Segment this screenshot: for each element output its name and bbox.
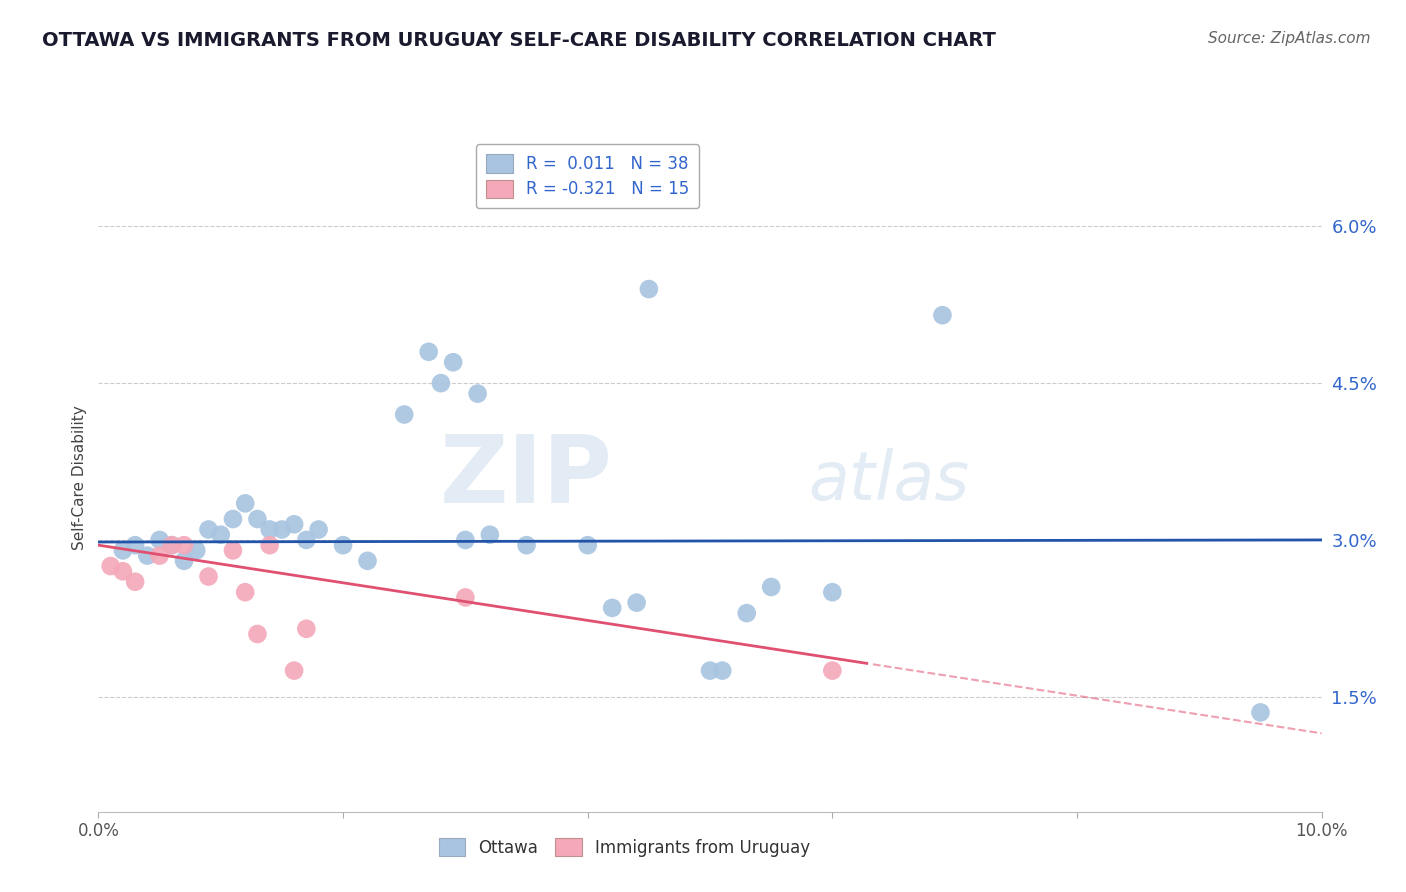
- Point: [626, 596, 648, 610]
- Point: [430, 376, 453, 391]
- Text: atlas: atlas: [808, 448, 969, 514]
- Point: [259, 538, 281, 552]
- Point: [418, 344, 440, 359]
- Point: [160, 538, 183, 552]
- Text: Source: ZipAtlas.com: Source: ZipAtlas.com: [1208, 31, 1371, 46]
- Point: [516, 538, 538, 552]
- Point: [209, 527, 232, 541]
- Point: [100, 559, 122, 574]
- Point: [233, 585, 256, 599]
- Point: [467, 386, 489, 401]
- Point: [931, 308, 953, 322]
- Point: [478, 527, 501, 541]
- Point: [356, 554, 378, 568]
- Point: [441, 355, 464, 369]
- Point: [637, 282, 661, 296]
- Point: [111, 564, 134, 578]
- Point: [454, 533, 477, 547]
- Point: [149, 549, 172, 563]
- Point: [173, 554, 195, 568]
- Point: [270, 523, 292, 537]
- Point: [1249, 706, 1271, 720]
- Point: [233, 496, 256, 510]
- Point: [259, 523, 281, 537]
- Point: [600, 600, 623, 615]
- Point: [160, 538, 183, 552]
- Point: [197, 523, 219, 537]
- Point: [124, 574, 146, 589]
- Point: [454, 591, 477, 605]
- Point: [222, 543, 245, 558]
- Text: OTTAWA VS IMMIGRANTS FROM URUGUAY SELF-CARE DISABILITY CORRELATION CHART: OTTAWA VS IMMIGRANTS FROM URUGUAY SELF-C…: [42, 31, 995, 50]
- Point: [308, 523, 330, 537]
- Point: [821, 585, 844, 599]
- Point: [136, 549, 159, 563]
- Point: [197, 569, 219, 583]
- Point: [332, 538, 354, 552]
- Point: [246, 512, 269, 526]
- Text: ZIP: ZIP: [439, 431, 612, 524]
- Point: [576, 538, 599, 552]
- Point: [149, 533, 172, 547]
- Point: [111, 543, 134, 558]
- Point: [222, 512, 245, 526]
- Legend: Ottawa, Immigrants from Uruguay: Ottawa, Immigrants from Uruguay: [429, 829, 820, 867]
- Point: [711, 664, 734, 678]
- Point: [821, 664, 844, 678]
- Point: [759, 580, 782, 594]
- Point: [295, 533, 318, 547]
- Point: [186, 543, 208, 558]
- Point: [735, 606, 758, 620]
- Point: [283, 517, 305, 532]
- Point: [173, 538, 195, 552]
- Point: [295, 622, 318, 636]
- Y-axis label: Self-Care Disability: Self-Care Disability: [72, 405, 87, 549]
- Point: [283, 664, 305, 678]
- Point: [246, 627, 269, 641]
- Point: [392, 408, 416, 422]
- Point: [124, 538, 146, 552]
- Point: [699, 664, 721, 678]
